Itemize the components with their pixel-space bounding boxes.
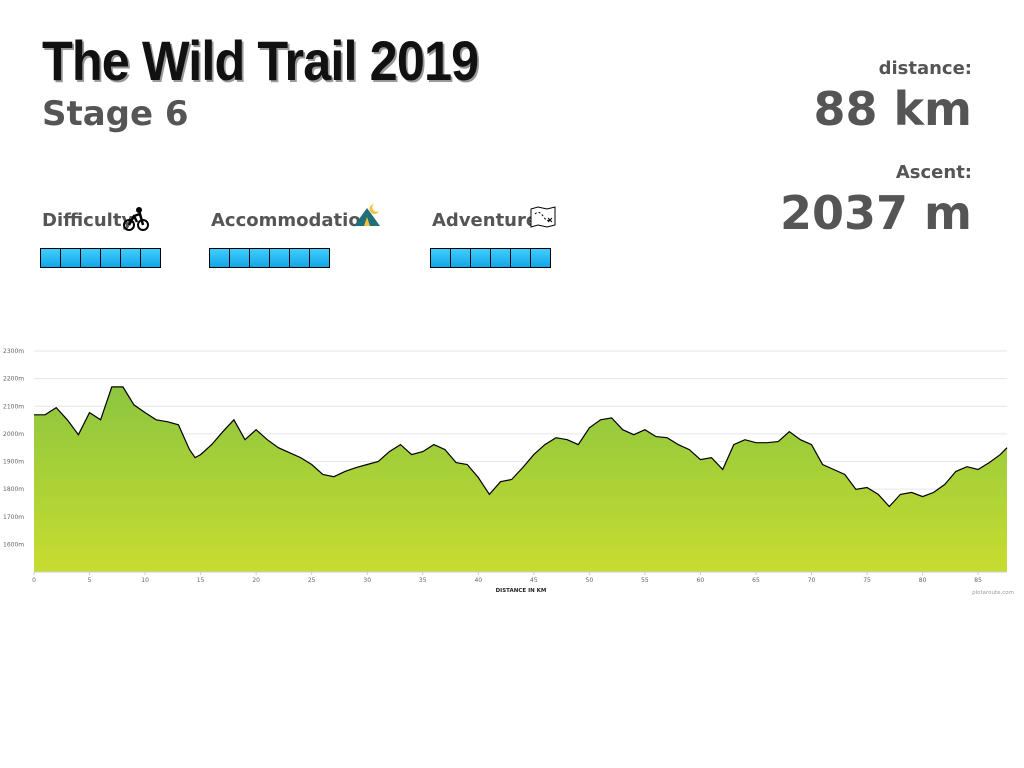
- credit: plotaroute.com: [972, 590, 1014, 596]
- x-tick-label: 70: [808, 577, 816, 584]
- elevation-area: [34, 386, 1007, 572]
- rating-box: [210, 249, 230, 267]
- rating-box: [81, 249, 101, 267]
- stat-value: 88 km: [813, 82, 972, 136]
- title: The Wild Trail 2019: [42, 29, 479, 92]
- y-tick-label: 1700m: [3, 514, 24, 521]
- bike-icon: [123, 207, 149, 231]
- stat-value: 2037 m: [780, 186, 972, 240]
- rating-box: [61, 249, 81, 267]
- x-tick-label: 60: [697, 577, 705, 584]
- rating-box: [121, 249, 141, 267]
- map-icon: [530, 206, 556, 228]
- x-tick-label: 75: [863, 577, 871, 584]
- rating-box: [431, 249, 451, 267]
- rating-box: [41, 249, 61, 267]
- y-tick-label: 2200m: [3, 376, 24, 383]
- x-tick-label: 55: [641, 577, 649, 584]
- y-tick-label: 1600m: [3, 541, 24, 548]
- x-axis-label: DISTANCE IN KM: [496, 588, 547, 594]
- y-tick-label: 2100m: [3, 403, 24, 410]
- rating-box: [101, 249, 121, 267]
- x-tick-label: 80: [919, 577, 927, 584]
- y-tick-label: 1900m: [3, 459, 24, 466]
- rating-boxes: [40, 248, 161, 268]
- rating-label: Adventure: [432, 210, 539, 231]
- rating-box: [230, 249, 250, 267]
- x-tick-label: 25: [308, 577, 316, 584]
- rating-box: [290, 249, 310, 267]
- x-tick-label: 45: [530, 577, 538, 584]
- tent-icon: [354, 204, 380, 226]
- rating-box: [471, 249, 491, 267]
- y-tick-label: 2000m: [3, 431, 24, 438]
- x-tick-label: 15: [197, 577, 205, 584]
- rating-box: [310, 249, 329, 267]
- x-tick-label: 10: [141, 577, 149, 584]
- rating-box: [141, 249, 160, 267]
- rating-box: [270, 249, 290, 267]
- x-tick-label: 50: [586, 577, 594, 584]
- x-tick-label: 5: [88, 577, 92, 584]
- stat-label: Ascent:: [895, 162, 972, 183]
- elevation-line: [34, 386, 1008, 508]
- x-tick-label: 30: [363, 577, 371, 584]
- y-tick-label: 2300m: [3, 348, 24, 355]
- rating-boxes: [430, 248, 551, 268]
- x-tick-label: 0: [32, 577, 36, 584]
- x-tick-label: 35: [419, 577, 427, 584]
- x-tick-label: 20: [252, 577, 260, 584]
- rating-box: [451, 249, 471, 267]
- rating-label: Difficulty: [42, 210, 134, 231]
- rating-box: [511, 249, 531, 267]
- rating-boxes: [209, 248, 330, 268]
- x-tick-label: 85: [974, 577, 982, 584]
- rating-box: [531, 249, 550, 267]
- elevation-chart: 1600m 1700m 1800m 1900m 2000m 2100m 2200m 2300m…: [3, 348, 1014, 596]
- rating-box: [250, 249, 270, 267]
- rating-box: [491, 249, 511, 267]
- x-tick-label: 40: [474, 577, 482, 584]
- x-tick-label: 65: [752, 577, 760, 584]
- y-tick-label: 1800m: [3, 486, 24, 493]
- subtitle: Stage 6: [42, 94, 189, 134]
- rating-label: Accommodation: [211, 210, 374, 231]
- stat-label: distance:: [878, 58, 972, 79]
